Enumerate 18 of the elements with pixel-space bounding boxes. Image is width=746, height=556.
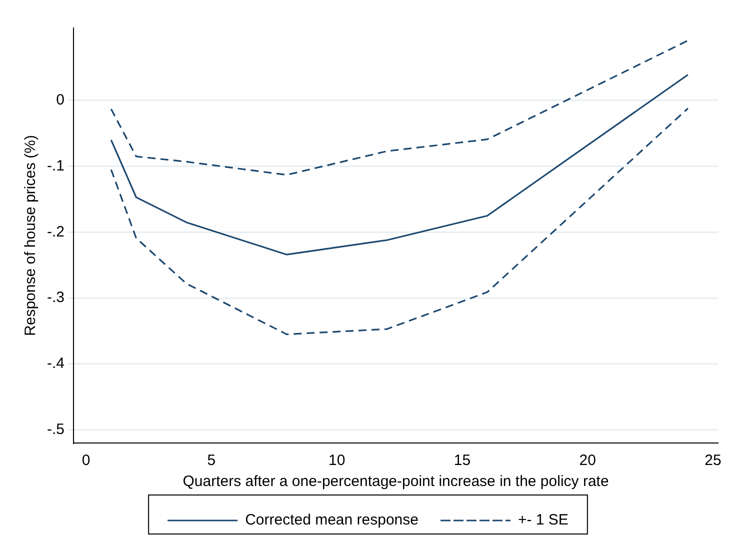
line-series xyxy=(110,40,689,176)
x-tick-label: 15 xyxy=(454,452,471,470)
x-tick-label: 20 xyxy=(579,452,596,470)
legend-label: Corrected mean response xyxy=(245,512,419,529)
legend-label: +- 1 SE xyxy=(518,512,568,529)
y-tick-label: 0 xyxy=(56,92,65,109)
y-tick-label: -.1 xyxy=(46,157,65,174)
y-tick-label: -.2 xyxy=(46,223,65,240)
y-tick-label: -.3 xyxy=(46,289,65,306)
x-tick-label: 5 xyxy=(207,452,216,470)
y-tick-label: -.4 xyxy=(46,355,65,372)
y-axis-title: Response of house prices (%) xyxy=(22,135,40,336)
x-tick-label: 25 xyxy=(704,452,722,470)
x-tick-label: 10 xyxy=(328,452,346,470)
y-tick-label: -.5 xyxy=(46,420,65,438)
line-series xyxy=(110,108,689,336)
x-tick-label: 0 xyxy=(82,452,90,470)
x-axis-title: Quarters after a one-percentage-point increase in the policy rate xyxy=(182,473,609,490)
